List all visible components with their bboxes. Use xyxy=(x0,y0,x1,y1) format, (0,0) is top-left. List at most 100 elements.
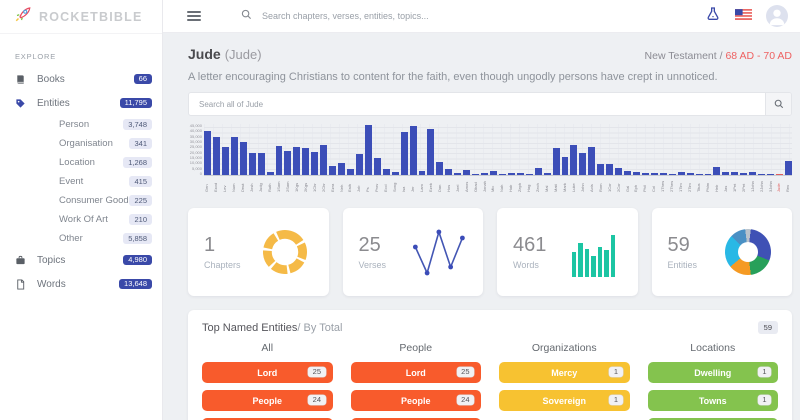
chart-bar-hos[interactable] xyxy=(445,169,453,175)
stat-card-chapters[interactable]: 1 Chapters xyxy=(188,208,329,296)
chart-bar-amos[interactable] xyxy=(463,170,471,175)
chart-bar-2cor[interactable] xyxy=(615,167,623,175)
chart-bar-zeph[interactable] xyxy=(516,173,524,175)
chart-bar-mal[interactable] xyxy=(543,172,551,175)
chart-bar-ezek[interactable] xyxy=(427,129,435,175)
book-search-input[interactable] xyxy=(189,93,765,115)
chart-bar-1sam[interactable] xyxy=(275,146,283,175)
chart-bar-mark[interactable] xyxy=(561,157,569,175)
entity-pill-people[interactable]: People 24 xyxy=(350,390,481,411)
entity-pill-item[interactable] xyxy=(647,418,778,420)
book-search-button[interactable] xyxy=(765,93,791,115)
chart-bar-2john[interactable] xyxy=(758,174,766,175)
stat-card-verses[interactable]: 25 Verses xyxy=(342,208,483,296)
chart-bar-ps[interactable] xyxy=(364,125,372,175)
entity-pill-lord[interactable]: Lord 25 xyxy=(202,362,333,383)
entity-pill-sovereign[interactable]: Sovereign 1 xyxy=(499,390,630,411)
chart-bar-eccl[interactable] xyxy=(382,168,390,175)
chart-bar-2chr[interactable] xyxy=(320,144,328,175)
chart-bar-esth[interactable] xyxy=(347,168,354,175)
sidebar-item-books[interactable]: Books 66 xyxy=(0,67,162,91)
chart-bar-jonah[interactable] xyxy=(481,173,488,175)
chart-bar-1cor[interactable] xyxy=(606,164,614,175)
sidebar-item-event[interactable]: Event 415 xyxy=(0,172,162,191)
chart-bar-isa[interactable] xyxy=(400,132,408,175)
chart-bar-eph[interactable] xyxy=(633,171,640,175)
entity-pill-item[interactable] xyxy=(350,418,481,420)
chart-bar-acts[interactable] xyxy=(588,147,596,175)
chart-bar-deut[interactable] xyxy=(239,142,247,175)
stat-card-words[interactable]: 461 Words xyxy=(497,208,638,296)
chart-bar-jas[interactable] xyxy=(722,172,730,175)
chart-bar-lam[interactable] xyxy=(418,171,426,175)
chart-bar-1tim[interactable] xyxy=(677,172,685,175)
entity-pill-item[interactable] xyxy=(202,418,333,420)
sidebar-item-words[interactable]: Words 13,648 xyxy=(0,272,162,296)
sidebar-item-other[interactable]: Other 5,858 xyxy=(0,229,162,248)
hamburger-menu-icon[interactable] xyxy=(187,11,201,21)
global-search[interactable] xyxy=(241,7,695,25)
chart-bar-1john[interactable] xyxy=(749,172,757,175)
chart-bar-3john[interactable] xyxy=(767,174,774,175)
chart-bar-2tim[interactable] xyxy=(686,173,694,175)
chart-bar-josh[interactable] xyxy=(248,153,256,175)
chart-bar-titus[interactable] xyxy=(695,173,703,175)
sidebar-item-topics[interactable]: Topics 4,980 xyxy=(0,248,162,272)
chart-bar-gen[interactable] xyxy=(204,130,211,175)
chart-bar-1chr[interactable] xyxy=(311,151,319,175)
stat-card-entities[interactable]: 59 Entities xyxy=(651,208,792,296)
entity-pill-dwelling[interactable]: Dwelling 1 xyxy=(647,362,778,383)
chart-bar-phil[interactable] xyxy=(641,172,649,175)
chart-bar-obad[interactable] xyxy=(472,174,480,175)
experiments-flask-icon[interactable] xyxy=(705,6,721,27)
chart-bar-exod[interactable] xyxy=(212,137,220,175)
chart-bar-mic[interactable] xyxy=(490,171,497,175)
chart-bar-2kgs[interactable] xyxy=(302,147,310,175)
chart-bar-col[interactable] xyxy=(650,172,658,175)
chart-bar-joel[interactable] xyxy=(454,172,462,175)
chart-bar-ezra[interactable] xyxy=(329,166,337,175)
chart-bar-jer[interactable] xyxy=(409,125,417,175)
chart-bar-nah[interactable] xyxy=(498,173,506,175)
chart-bar-lev[interactable] xyxy=(221,146,229,175)
chart-bar-luke[interactable] xyxy=(570,145,578,175)
chart-bar-1kgs[interactable] xyxy=(293,146,301,175)
chart-bar-matt[interactable] xyxy=(552,147,560,175)
sidebar-item-location[interactable]: Location 1,268 xyxy=(0,153,162,172)
chart-bar-1thes[interactable] xyxy=(659,172,667,175)
chart-bar-dan[interactable] xyxy=(436,161,444,175)
chart-bar-zech[interactable] xyxy=(534,167,542,175)
chart-bar-hab[interactable] xyxy=(507,173,515,175)
sidebar-item-person[interactable]: Person 3,748 xyxy=(0,115,162,134)
brand-logo[interactable]: ROCKETBIBLE xyxy=(0,0,162,34)
chart-bar-prov[interactable] xyxy=(373,157,381,175)
chart-bar-judg[interactable] xyxy=(257,153,265,175)
chart-bar-neh[interactable] xyxy=(338,162,345,175)
sidebar-item-organisation[interactable]: Organisation 341 xyxy=(0,134,162,153)
chart-bar-1pet[interactable] xyxy=(731,172,739,175)
user-avatar[interactable] xyxy=(766,5,788,27)
chart-bar-song[interactable] xyxy=(391,171,399,175)
sidebar-item-work-of-art[interactable]: Work Of Art 210 xyxy=(0,210,162,229)
us-flag-icon[interactable] xyxy=(735,7,752,25)
chart-bar-john[interactable] xyxy=(579,153,587,175)
chart-bar-ruth[interactable] xyxy=(266,172,274,175)
global-search-input[interactable] xyxy=(260,10,520,22)
entity-pill-lord[interactable]: Lord 25 xyxy=(350,362,481,383)
chart-bar-gal[interactable] xyxy=(624,171,631,175)
entity-pill-people[interactable]: People 24 xyxy=(202,390,333,411)
chart-bar-jude[interactable] xyxy=(776,174,783,175)
chart-bar-hag[interactable] xyxy=(525,173,533,175)
chart-bar-num[interactable] xyxy=(230,136,238,175)
entity-pill-mercy[interactable]: Mercy 1 xyxy=(499,362,630,383)
entity-pill-towns[interactable]: Towns 1 xyxy=(647,390,778,411)
chart-bar-2pet[interactable] xyxy=(740,173,748,175)
sidebar-item-consumer-good[interactable]: Consumer Good 225 xyxy=(0,191,162,210)
chart-bar-rev[interactable] xyxy=(784,161,792,175)
chart-bar-heb[interactable] xyxy=(713,167,721,175)
chart-bar-phlm[interactable] xyxy=(704,174,712,175)
sidebar-item-entities[interactable]: Entities 11,795 xyxy=(0,91,162,115)
chart-bar-job[interactable] xyxy=(355,154,363,175)
chart-bar-2thes[interactable] xyxy=(668,173,676,175)
chart-bar-2sam[interactable] xyxy=(284,151,292,175)
